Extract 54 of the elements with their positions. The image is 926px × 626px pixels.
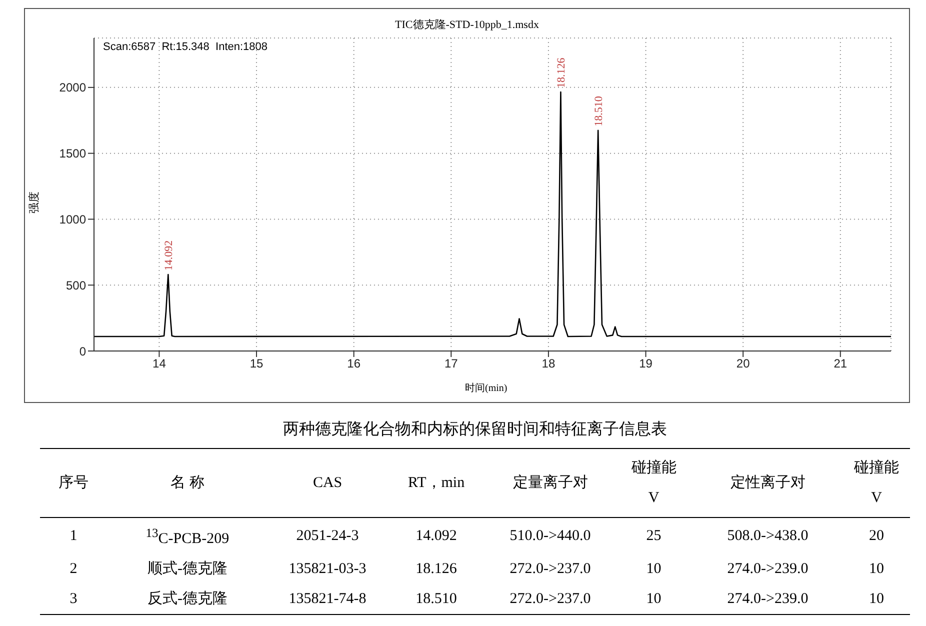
x-tick-label: 18	[542, 356, 556, 371]
text: 14.092	[414, 527, 458, 546]
x-tick-label: 17	[444, 356, 458, 371]
annotation: Scan:6587 Rt:15.348 Inten:1808	[103, 41, 268, 53]
line-series	[94, 91, 891, 338]
annotation: 14.092	[163, 240, 176, 271]
y-tick-label: 0	[79, 344, 86, 358]
text: 10	[868, 560, 886, 579]
text: 2	[68, 560, 78, 579]
text: 反式-德克隆	[146, 590, 228, 609]
text: 两种德克隆化合物和内标的保留时间和特征离子信息表	[282, 420, 668, 440]
text: 18.126	[414, 560, 458, 579]
text: 272.0->237.0	[508, 590, 592, 609]
text: 序号	[57, 473, 90, 493]
text: 18.510	[414, 590, 458, 609]
text: 510.0->440.0	[508, 527, 592, 546]
y-tick-label: 500	[66, 278, 86, 292]
text: 20	[868, 527, 886, 546]
text: CAS	[312, 474, 344, 493]
x-tick-label: 20	[736, 356, 750, 371]
x-axis-title: 时间(min)	[465, 382, 508, 395]
chart-title: TIC德克隆-STD-10ppb_1.msdx	[394, 18, 540, 32]
y-axis-title: 强度	[27, 192, 42, 214]
x-tick-label: 14	[152, 356, 166, 371]
text: 顺式-德克隆	[146, 560, 228, 579]
x-tick-label: 19	[639, 356, 653, 371]
text: RT，min	[406, 474, 466, 493]
text: 定性离子对	[729, 473, 806, 493]
text: 1	[68, 527, 78, 546]
text: 10	[645, 560, 662, 579]
y-tick-label: 2000	[59, 80, 86, 95]
text: 135821-74-8	[288, 590, 368, 609]
x-tick-label: 21	[834, 356, 848, 371]
annotation: 18.510	[593, 96, 606, 126]
x-tick-label: 16	[347, 356, 361, 371]
text: 135821-03-3	[288, 560, 368, 579]
text: $^{13}$C-PCB-209	[144, 525, 230, 549]
text: 3	[68, 590, 78, 609]
x-tick-label: 15	[250, 356, 264, 371]
text: 272.0->237.0	[508, 560, 592, 579]
text: 25	[645, 527, 662, 546]
text: 碰撞能 V	[630, 458, 678, 508]
text: 2051-24-3	[295, 527, 360, 546]
text: 10	[645, 590, 662, 609]
text: 274.0->239.0	[726, 560, 810, 579]
text: 碰撞能 V	[853, 458, 900, 508]
text: 名 称	[170, 474, 206, 493]
annotation: 18.126	[556, 57, 568, 88]
text: 定量离子对	[512, 473, 589, 493]
text: 10	[868, 590, 886, 609]
y-tick-label: 1000	[59, 212, 86, 226]
text: 508.0->438.0	[726, 527, 810, 546]
text: 274.0->239.0	[726, 590, 810, 609]
y-tick-label: 1500	[59, 146, 86, 161]
